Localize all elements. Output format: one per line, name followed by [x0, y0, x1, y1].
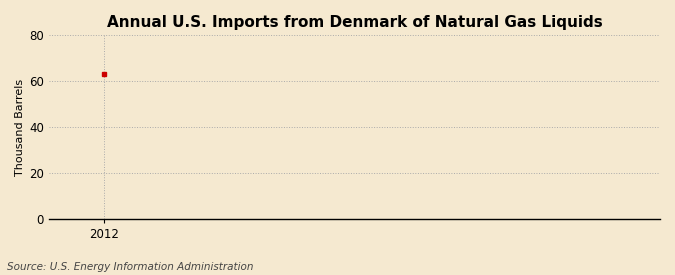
Title: Annual U.S. Imports from Denmark of Natural Gas Liquids: Annual U.S. Imports from Denmark of Natu…	[107, 15, 602, 30]
Text: Source: U.S. Energy Information Administration: Source: U.S. Energy Information Administ…	[7, 262, 253, 272]
Y-axis label: Thousand Barrels: Thousand Barrels	[15, 78, 25, 176]
